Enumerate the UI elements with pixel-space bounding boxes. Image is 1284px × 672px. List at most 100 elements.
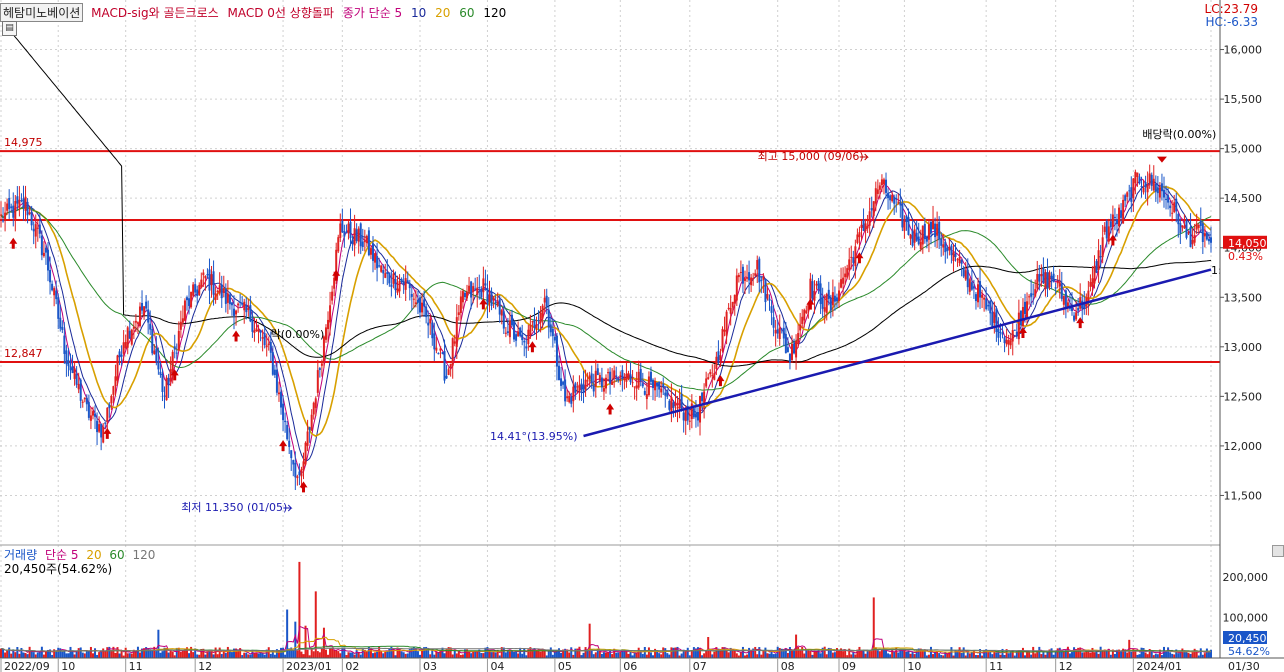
volume-bar xyxy=(1042,652,1045,658)
volume-bar xyxy=(65,653,68,658)
candle-body xyxy=(1118,207,1121,227)
volume-bar xyxy=(934,651,937,658)
volume-bar xyxy=(1040,654,1043,658)
volume-bar xyxy=(459,654,462,658)
time-tick-label: 04 xyxy=(490,660,504,672)
legend-item-ma60[interactable]: 60 xyxy=(459,6,475,20)
volume-bar xyxy=(1118,649,1121,658)
legend-item-ma5[interactable]: 종가 단순 5 xyxy=(342,6,403,20)
volume-bar xyxy=(314,591,317,658)
volume-bar xyxy=(1171,653,1174,658)
candle-body xyxy=(406,280,409,284)
volume-bar xyxy=(245,652,248,658)
volume-bar xyxy=(476,651,479,658)
legend-item-ma20[interactable]: 20 xyxy=(435,6,451,20)
dividend-arrow xyxy=(1156,156,1167,163)
volume-bar xyxy=(756,654,759,658)
volume-bar xyxy=(492,652,495,658)
volume-bar xyxy=(16,647,19,658)
volume-bar xyxy=(543,649,546,658)
chart-settings-icon[interactable]: ▤ xyxy=(2,21,17,36)
volume-bar xyxy=(449,647,452,658)
candle-body xyxy=(1095,261,1098,273)
volume-bar xyxy=(964,655,967,658)
candle-body xyxy=(1050,275,1053,279)
candle-body xyxy=(198,284,201,295)
volume-bar xyxy=(674,647,677,658)
candle-body xyxy=(913,229,916,243)
volume-bar xyxy=(359,654,362,658)
volume-bar xyxy=(233,648,236,658)
volume-bar xyxy=(966,651,969,658)
candle-body xyxy=(972,286,975,289)
volume-bar xyxy=(733,650,736,658)
volume-bar xyxy=(263,654,266,658)
volume-bar xyxy=(414,647,417,658)
candle-body xyxy=(71,367,74,373)
volume-legend-ma60[interactable]: 60 xyxy=(109,548,125,562)
volume-legend-volume[interactable]: 거래량 xyxy=(4,548,38,562)
candle-body xyxy=(578,384,581,392)
volume-legend-ma120[interactable]: 120 xyxy=(132,548,156,562)
volume-bar xyxy=(1093,652,1096,658)
candle-body xyxy=(310,414,313,431)
candle-body xyxy=(633,386,636,388)
candle-body xyxy=(719,355,722,361)
candle-body xyxy=(367,230,370,256)
volume-bar xyxy=(880,649,883,658)
candle-body xyxy=(762,277,765,280)
candle-body xyxy=(1120,210,1123,218)
pane-resize-handle[interactable] xyxy=(1272,545,1284,557)
legend-item-ma120[interactable]: 120 xyxy=(483,6,507,20)
candle-body xyxy=(703,391,706,406)
volume-bar xyxy=(1085,651,1088,658)
candle-body xyxy=(1103,226,1106,232)
volume-bar xyxy=(668,654,671,658)
volume-legend-ma20[interactable]: 20 xyxy=(86,548,102,562)
volume-bar xyxy=(676,646,679,658)
candle-body xyxy=(786,347,789,353)
volume-bar xyxy=(921,650,924,658)
price-tick-label: 12,500 xyxy=(1224,390,1263,403)
candle-body xyxy=(997,329,1000,338)
legend-item-macd-zero[interactable]: MACD 0선 상향돌파 xyxy=(227,6,334,20)
volume-bar xyxy=(827,647,830,658)
candle-body xyxy=(492,297,495,301)
candle-body xyxy=(576,386,579,388)
candle-body xyxy=(1091,278,1094,287)
candle-body xyxy=(580,383,583,390)
volume-bar xyxy=(586,649,589,658)
volume-bar xyxy=(633,653,636,658)
low-arrow xyxy=(283,504,293,512)
volume-bar xyxy=(580,655,583,658)
candle-body xyxy=(923,223,926,240)
stock-name-box[interactable]: 헤탐미노베이션 xyxy=(0,3,84,22)
candle-body xyxy=(1113,216,1116,219)
volume-bar xyxy=(200,648,203,658)
candle-body xyxy=(239,301,242,303)
candle-body xyxy=(529,324,532,336)
trend-line xyxy=(583,268,1212,438)
volume-bar xyxy=(983,649,986,658)
candle-body xyxy=(891,194,894,202)
candle-body xyxy=(1187,232,1190,234)
volume-bar xyxy=(885,650,888,658)
candle-body xyxy=(85,397,88,405)
volume-bar xyxy=(34,654,37,658)
time-tick-label: 12 xyxy=(198,660,212,672)
legend-item-ma10[interactable]: 10 xyxy=(411,6,427,20)
candle-body xyxy=(1101,237,1104,258)
candle-body xyxy=(263,333,266,346)
volume-bar xyxy=(670,647,673,658)
volume-bar xyxy=(153,646,156,658)
candle-body xyxy=(398,281,401,292)
volume-info: 20,450주(54.62%) xyxy=(4,562,113,576)
candle-body xyxy=(1158,187,1161,198)
candle-body xyxy=(562,381,565,385)
candle-body xyxy=(885,179,888,193)
candle-body xyxy=(1064,290,1067,309)
legend-item-macd-golden[interactable]: MACD-sig와 골든크로스 xyxy=(91,6,219,20)
candle-body xyxy=(854,246,857,267)
volume-legend-ma5[interactable]: 단순 5 xyxy=(44,548,79,562)
volume-bar xyxy=(353,654,356,658)
